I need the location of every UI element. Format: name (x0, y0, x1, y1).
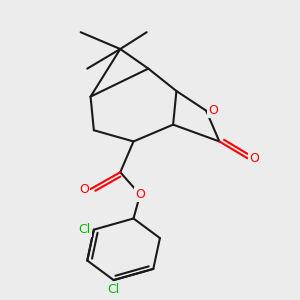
Text: Cl: Cl (78, 223, 91, 236)
Text: O: O (249, 152, 259, 165)
Text: O: O (135, 188, 145, 201)
Text: O: O (79, 183, 89, 196)
Text: O: O (208, 104, 218, 117)
Text: Cl: Cl (107, 283, 120, 296)
